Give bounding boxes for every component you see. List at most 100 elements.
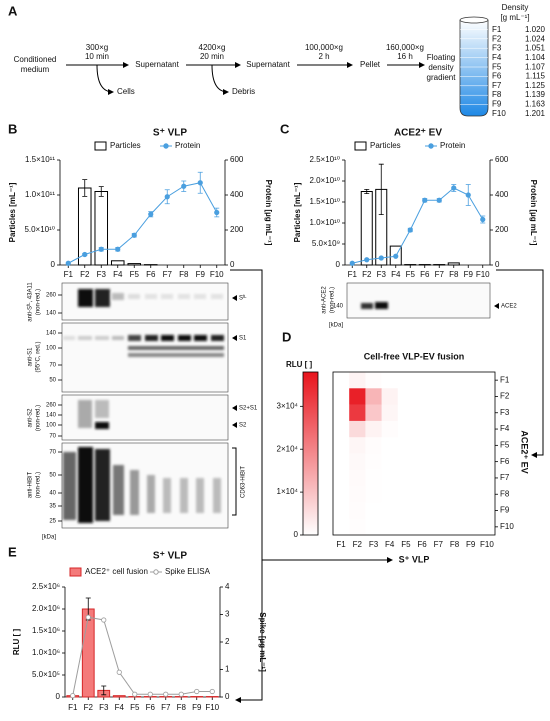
chart-title: S⁺ VLP bbox=[153, 128, 188, 139]
heat-cell bbox=[414, 372, 431, 389]
error-bar bbox=[101, 685, 107, 696]
fraction: F2 bbox=[492, 34, 502, 43]
axis-line bbox=[344, 160, 491, 266]
product: Supernatant bbox=[135, 60, 179, 69]
x-tick-label: F7 bbox=[434, 540, 444, 549]
band-arrow bbox=[232, 335, 237, 341]
x-tick-label: F9 bbox=[466, 540, 476, 549]
heat-cell bbox=[397, 372, 415, 389]
bar bbox=[447, 262, 460, 266]
density: 1.139 bbox=[525, 90, 546, 99]
tube-rim bbox=[459, 16, 489, 24]
bar bbox=[127, 263, 142, 266]
heat-cell bbox=[430, 486, 447, 503]
heat-cell bbox=[349, 469, 366, 487]
heat-cell bbox=[430, 518, 447, 536]
legend-swatch bbox=[354, 141, 367, 151]
x-tick-label: F4 bbox=[113, 270, 123, 279]
point bbox=[70, 693, 76, 699]
heat-cell bbox=[397, 469, 415, 487]
heat-cell bbox=[414, 388, 431, 405]
time: 16 h bbox=[397, 52, 413, 61]
y-tick-label: F3 bbox=[500, 408, 510, 417]
y-tick-label: 1.0×10¹¹ bbox=[25, 190, 55, 199]
y-tick-label: F5 bbox=[500, 440, 510, 449]
point bbox=[480, 216, 486, 223]
x-tick-label: F2 bbox=[80, 270, 90, 279]
heat-cell bbox=[381, 453, 399, 471]
point bbox=[178, 691, 184, 697]
x-tick-label: F10 bbox=[476, 270, 490, 279]
point bbox=[197, 180, 203, 186]
marker-label: 140 bbox=[46, 331, 57, 337]
y2-tick-label: 600 bbox=[495, 155, 509, 164]
marker-label: 40 bbox=[49, 491, 56, 497]
chart-title: S⁺ VLP bbox=[153, 551, 188, 562]
panel-letter: A bbox=[8, 3, 18, 18]
heat-cell bbox=[349, 372, 366, 389]
heat-cell bbox=[430, 502, 447, 519]
y-axis-label: Particles [mL⁻¹] bbox=[293, 182, 302, 242]
heat-cell bbox=[365, 469, 382, 487]
kda: [kDa] bbox=[329, 323, 343, 329]
heat-cell bbox=[414, 453, 431, 471]
x-tick-label: F8 bbox=[177, 703, 187, 712]
density: 1.051 bbox=[525, 44, 546, 53]
heat-cell bbox=[381, 502, 399, 519]
density: 1.201 bbox=[525, 109, 546, 118]
arrow bbox=[211, 64, 229, 95]
x-tick-label: F8 bbox=[450, 540, 460, 549]
blot-strip bbox=[346, 282, 491, 319]
density: 1.115 bbox=[526, 72, 546, 81]
heat-cell bbox=[430, 420, 447, 438]
heat-cell bbox=[462, 518, 480, 536]
panel-letter: D bbox=[282, 329, 291, 344]
product: Pellet bbox=[360, 60, 381, 69]
connector bbox=[230, 269, 263, 703]
heat-cell bbox=[365, 388, 382, 405]
product: Floating bbox=[427, 53, 455, 62]
marker-label: 140 bbox=[46, 311, 57, 317]
chart-title: Cell-free VLP-EV fusion bbox=[364, 351, 465, 361]
bar bbox=[112, 695, 126, 698]
x-tick-label: F4 bbox=[391, 270, 401, 279]
marker-label: 50 bbox=[49, 378, 56, 384]
heat-cell bbox=[333, 420, 350, 438]
heat-cell bbox=[365, 453, 382, 471]
point bbox=[181, 183, 187, 189]
chart-title: ACE2⁺ EV bbox=[394, 128, 442, 139]
bracket bbox=[232, 447, 237, 516]
y-axis-label: ACE2⁺ EV bbox=[520, 430, 530, 473]
y-tick-label: 1.0×10⁶ bbox=[32, 648, 60, 657]
y2-tick-label: 3 bbox=[225, 610, 230, 619]
density-unit: [g mL⁻¹] bbox=[500, 13, 529, 22]
fraction: F3 bbox=[492, 44, 502, 53]
x-tick-label: F2 bbox=[362, 270, 372, 279]
heat-cell bbox=[333, 469, 350, 487]
colorbar bbox=[302, 371, 319, 536]
heat-cell bbox=[430, 469, 447, 487]
y-axis-label: Particles [mL⁻¹] bbox=[8, 182, 17, 242]
heat-cell bbox=[381, 388, 399, 405]
point bbox=[378, 255, 384, 261]
y-tick-label: F1 bbox=[500, 375, 510, 384]
legend-marker bbox=[153, 569, 159, 575]
heat-cell bbox=[462, 420, 480, 438]
legend-marker bbox=[428, 143, 434, 149]
x-tick-label: F3 bbox=[369, 540, 379, 549]
marker-label: 35 bbox=[49, 504, 56, 510]
legend-swatch bbox=[94, 141, 107, 151]
x-tick-label: F2 bbox=[84, 703, 94, 712]
density-title: Density bbox=[502, 3, 529, 12]
colorbar-tick-label: 2×10⁴ bbox=[277, 444, 299, 453]
y-tick-label: 2.0×10¹⁰ bbox=[309, 176, 340, 185]
heat-cell bbox=[333, 486, 350, 503]
colorbar-tick-label: 0 bbox=[294, 530, 299, 539]
heat-cell bbox=[446, 420, 463, 438]
y-tick-label: F7 bbox=[500, 473, 510, 482]
blot-label: anti-ACE2 bbox=[322, 286, 328, 314]
y-tick-label: 1.5×10¹¹ bbox=[25, 155, 55, 164]
fraction: F1 bbox=[492, 25, 502, 34]
fraction: F4 bbox=[492, 53, 502, 62]
